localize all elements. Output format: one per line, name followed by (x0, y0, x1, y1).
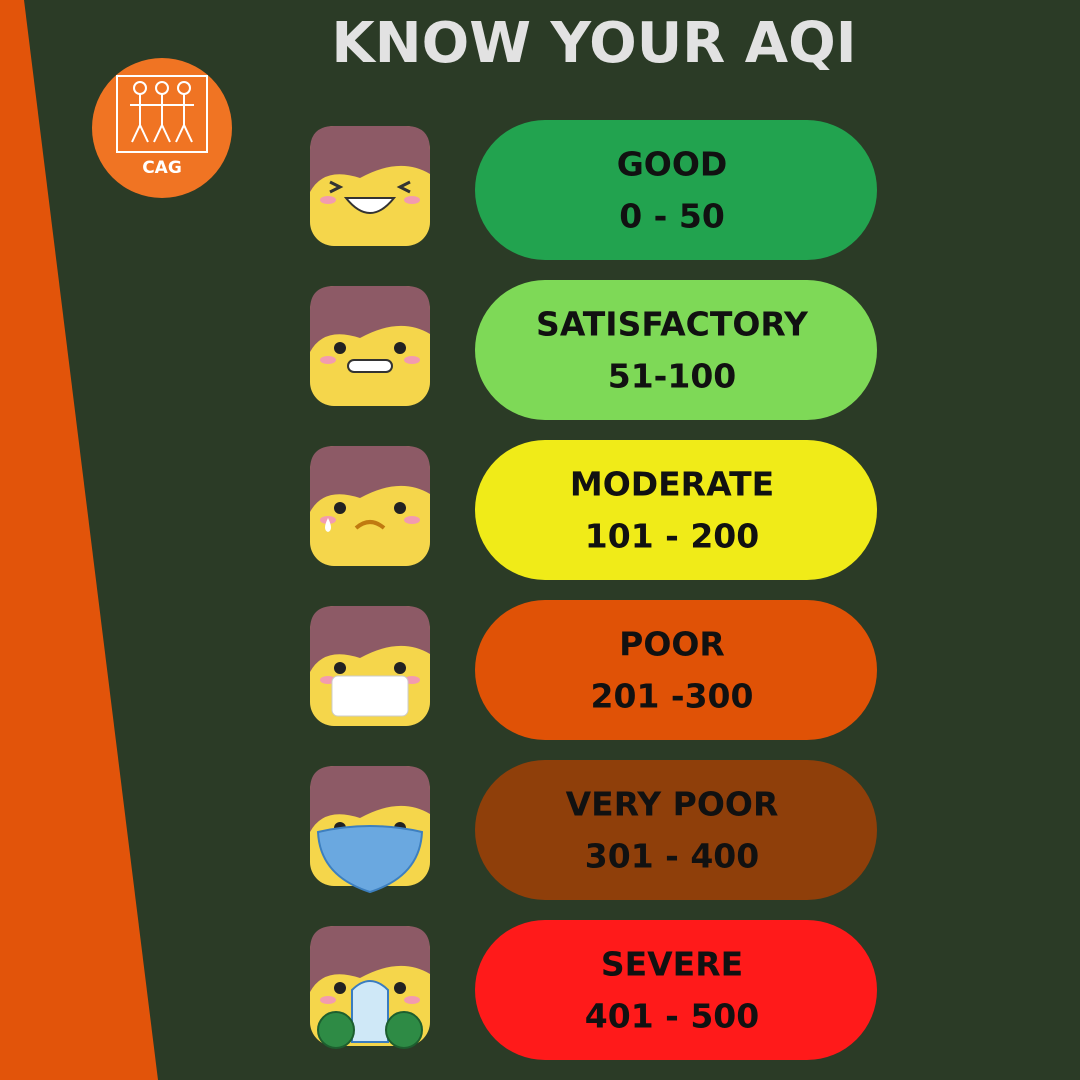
mask (316, 825, 424, 894)
face-icon (310, 126, 430, 246)
aqi-row: VERY POOR 301 - 400 (310, 760, 877, 900)
eye (334, 982, 346, 994)
level-range: 0 - 50 (619, 197, 725, 236)
hair (310, 766, 430, 832)
level-label: MODERATE (570, 465, 774, 504)
eye (334, 662, 346, 674)
orange-wedge (0, 0, 158, 1080)
level-label: SEVERE (601, 945, 743, 984)
tear (325, 518, 331, 532)
face-icon (310, 926, 430, 1049)
eye (334, 502, 346, 514)
level-range: 201 -300 (591, 677, 754, 716)
eye (394, 342, 406, 354)
mask (331, 675, 409, 717)
aqi-row: SATISFACTORY 51-100 (310, 280, 877, 420)
level-label: POOR (619, 625, 725, 664)
level-label: VERY POOR (566, 785, 779, 824)
level-label: GOOD (617, 145, 728, 184)
face-icon (310, 286, 430, 406)
filter (317, 1011, 355, 1049)
blush (404, 196, 420, 204)
level-range: 101 - 200 (585, 517, 759, 556)
eye (329, 180, 411, 194)
face-icon (310, 766, 430, 894)
mouth (354, 520, 386, 530)
eye (334, 342, 346, 354)
level-pill (475, 600, 877, 740)
logo-frame (116, 75, 208, 153)
respirator (351, 980, 389, 1043)
hair (310, 126, 430, 192)
level-range: 401 - 500 (585, 997, 759, 1036)
blush (404, 516, 420, 524)
level-pill (475, 760, 877, 900)
mouth (343, 197, 397, 214)
logo-figures (130, 81, 194, 143)
logo-text: CAG (142, 158, 182, 178)
level-range: 301 - 400 (585, 837, 759, 876)
hair (310, 926, 430, 992)
logo: CAG (92, 58, 232, 198)
hair (310, 606, 430, 672)
blush (320, 356, 336, 364)
aqi-row: GOOD 0 - 50 (310, 120, 877, 260)
hair (310, 446, 430, 512)
face-icon (310, 446, 430, 566)
filter (385, 1011, 423, 1049)
aqi-row: SEVERE 401 - 500 (310, 920, 877, 1060)
level-pill (475, 120, 877, 260)
aqi-row: MODERATE 101 - 200 (310, 440, 877, 580)
blush (320, 996, 336, 1004)
level-label: SATISFACTORY (536, 305, 809, 344)
title: KNOW YOUR AQI (331, 11, 856, 76)
blush (404, 356, 420, 364)
eye (394, 502, 406, 514)
level-pill (475, 920, 877, 1060)
eye (394, 982, 406, 994)
blush (404, 996, 420, 1004)
aqi-row: POOR 201 -300 (310, 600, 877, 740)
blush (320, 196, 336, 204)
logo-circle (92, 58, 232, 198)
face-icon (310, 606, 430, 726)
eye (394, 662, 406, 674)
level-pill (475, 440, 877, 580)
hair (310, 286, 430, 352)
level-pill (475, 280, 877, 420)
level-range: 51-100 (608, 357, 737, 396)
mouth (347, 359, 393, 373)
